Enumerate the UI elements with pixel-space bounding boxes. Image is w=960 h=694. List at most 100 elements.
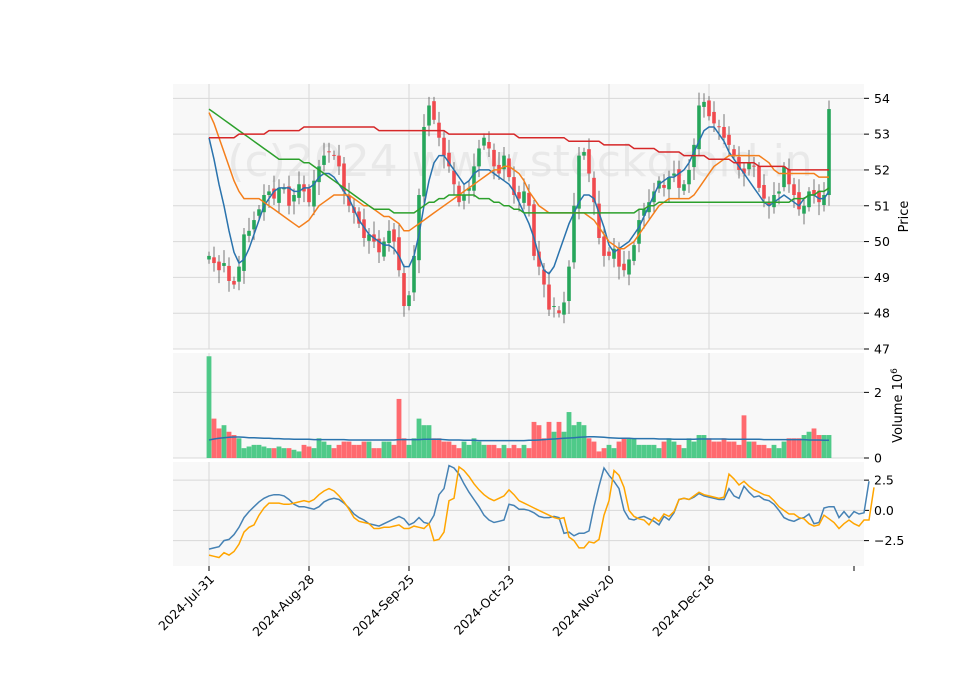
candle-body [422,126,426,197]
candle-body [677,169,681,188]
candle-body [527,192,531,206]
volume-bar [811,428,817,458]
volume-bar [446,441,452,458]
volume-bar [406,444,412,458]
x-tick-label: 2024-Jul-31 [155,572,217,634]
candle-body [607,251,611,256]
volume-bar [791,438,797,458]
candle-body [482,137,486,146]
volume-bar [386,441,392,458]
volume-bar [411,438,417,458]
volume-bar [596,451,602,458]
candle-body [347,195,351,206]
volume-bar [536,425,542,458]
candle-body [387,230,391,243]
volume-bar [766,448,772,458]
candle-body [562,302,566,315]
volume-bar [756,444,762,458]
candle-body [727,134,731,145]
volume-bar [671,441,677,458]
candle-body [492,149,496,167]
candle-body [247,230,251,236]
volume-bar [646,444,652,458]
candle-body [457,185,461,203]
candle-body [662,184,666,188]
candle-body [642,209,646,216]
candle-body [807,191,811,208]
candle-body [367,234,371,241]
volume-bar [451,444,457,458]
volume-bar [486,444,492,458]
candle-body [447,152,451,167]
candle-body [412,255,416,293]
candle-body [547,284,551,310]
volume-bar [796,438,802,458]
candle-body [487,142,491,149]
volume-bar [246,446,252,458]
price-tick-label: 48 [874,306,890,321]
ma-line-ma-200 [209,126,829,171]
volume-bar [286,448,292,458]
volume-bar [826,435,832,458]
volume-bar [541,438,547,458]
candle-body [782,166,786,188]
volume-bar [676,444,682,458]
volume-bar [801,435,807,458]
volume-bar [821,435,827,458]
price-tick-label: 49 [874,270,890,285]
volume-bar [281,448,287,458]
candle-body [442,137,446,156]
volume-bar [781,441,787,458]
price-tick-label: 50 [874,234,890,249]
volume-bar [291,449,297,458]
volume-bar [651,444,657,458]
volume-bar [466,444,472,458]
volume-bar [401,438,407,458]
candle-body [232,280,236,285]
candle-body [767,202,771,206]
candle-body [507,158,511,178]
volume-bar [261,446,267,458]
candle-body [472,166,476,191]
volume-bar [426,425,432,458]
volume-bar [226,431,232,458]
candle-body [822,195,826,206]
volume-bar [431,438,437,458]
candle-body [732,149,736,156]
candle-body [397,237,401,271]
volume-bar [476,441,482,458]
candle-body [292,195,296,202]
oscillator-line-macd [208,464,870,550]
candle-body [207,255,211,260]
x-tick-label: 2024-Oct-23 [451,572,517,638]
ma-line-ma-medium [208,112,829,250]
volume-bar [316,438,322,458]
volume-bar [621,438,627,458]
candle-body [277,187,281,203]
candle-body [377,238,381,253]
volume-bar [221,425,227,458]
volume-bar [661,441,667,458]
panel-background-0 [173,84,864,349]
candle-body [627,259,631,275]
volume-bar [611,448,617,458]
candle-body [572,205,576,263]
volume-bar [566,412,572,458]
volume-bar [521,444,527,458]
candle-body [582,152,586,156]
candle-body [652,191,656,203]
candle-body [542,269,546,285]
candle-body [312,180,316,207]
candle-body [777,191,781,194]
candle-body [452,170,456,185]
volume-bar [326,444,332,458]
candle-body [307,188,311,203]
volume-bar [691,441,697,458]
volume-bar [346,441,352,458]
x-tick-label: 2024-Aug-28 [249,571,317,639]
volume-bar [816,435,822,458]
candle-body [337,155,341,167]
volume-bar [761,444,767,458]
volume-bar [361,441,367,458]
